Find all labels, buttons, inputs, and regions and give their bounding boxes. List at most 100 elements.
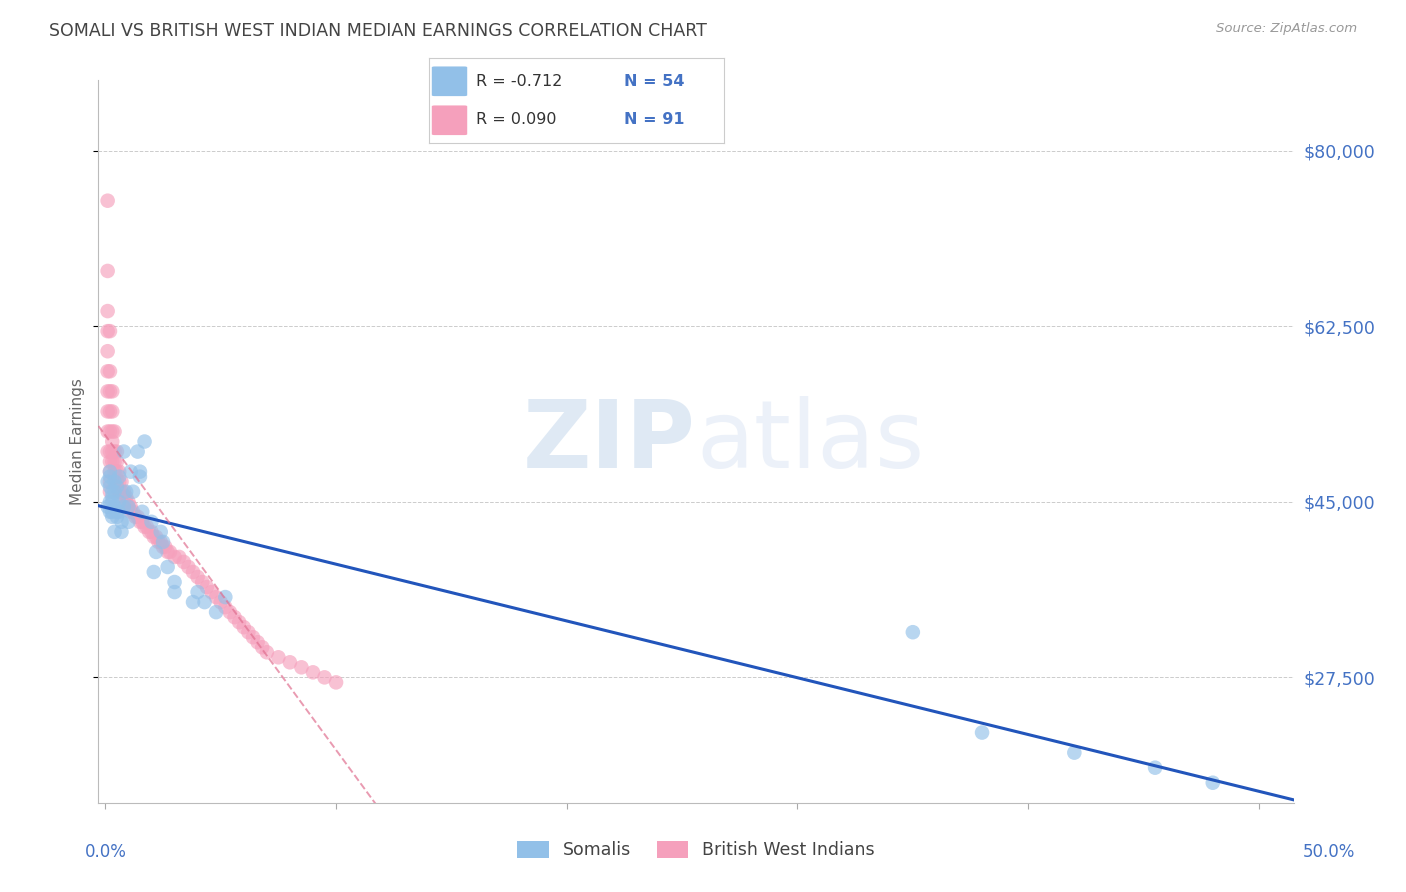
Point	[145, 545, 167, 559]
Point	[98, 444, 121, 458]
Point	[115, 490, 138, 504]
Point	[129, 469, 152, 483]
Point	[901, 625, 924, 640]
Point	[187, 570, 209, 584]
Point	[110, 484, 132, 499]
Point	[117, 515, 139, 529]
Point	[205, 605, 228, 619]
Point	[108, 484, 131, 499]
Point	[97, 384, 120, 399]
Point	[152, 540, 174, 554]
Point	[325, 675, 347, 690]
Point	[105, 509, 128, 524]
Point	[97, 304, 120, 318]
Point	[232, 620, 254, 634]
Point	[149, 524, 172, 539]
Point	[105, 454, 128, 469]
Point	[103, 454, 125, 469]
Point	[101, 444, 124, 458]
Text: atlas: atlas	[696, 395, 924, 488]
Point	[98, 465, 121, 479]
Point	[98, 469, 121, 483]
Point	[103, 484, 125, 499]
Point	[97, 364, 120, 378]
Point	[155, 540, 177, 554]
Point	[103, 425, 125, 439]
Point	[98, 384, 121, 399]
Point	[246, 635, 269, 649]
Point	[163, 549, 186, 564]
Point	[97, 475, 120, 489]
Point	[209, 595, 232, 609]
Point	[105, 465, 128, 479]
Text: 0.0%: 0.0%	[84, 843, 127, 861]
Text: N = 91: N = 91	[624, 112, 685, 128]
Text: R = 0.090: R = 0.090	[477, 112, 557, 128]
Text: SOMALI VS BRITISH WEST INDIAN MEDIAN EARNINGS CORRELATION CHART: SOMALI VS BRITISH WEST INDIAN MEDIAN EAR…	[49, 22, 707, 40]
Point	[120, 500, 142, 514]
Point	[101, 494, 124, 508]
Text: Source: ZipAtlas.com: Source: ZipAtlas.com	[1216, 22, 1357, 36]
Point	[1063, 746, 1085, 760]
Point	[98, 484, 121, 499]
Point	[167, 549, 190, 564]
Point	[110, 524, 132, 539]
Point	[101, 505, 124, 519]
Point	[97, 324, 120, 338]
Point	[131, 505, 153, 519]
Point	[127, 509, 149, 524]
Point	[97, 344, 120, 359]
Point	[103, 475, 125, 489]
Point	[97, 194, 120, 208]
Point	[120, 465, 142, 479]
Point	[117, 494, 139, 508]
Point	[173, 555, 195, 569]
Point	[110, 475, 132, 489]
Point	[105, 480, 128, 494]
Point	[127, 444, 149, 458]
Point	[110, 515, 132, 529]
Point	[970, 725, 993, 739]
Point	[108, 505, 131, 519]
Point	[177, 560, 200, 574]
Point	[97, 404, 120, 418]
Point	[141, 524, 163, 539]
Point	[1202, 776, 1225, 790]
Point	[98, 364, 121, 378]
Point	[278, 655, 301, 669]
Point	[191, 574, 214, 589]
Y-axis label: Median Earnings: Median Earnings	[70, 378, 86, 505]
Point	[163, 574, 186, 589]
Point	[134, 434, 156, 449]
Point	[97, 444, 120, 458]
Point	[267, 650, 290, 665]
Point	[101, 434, 124, 449]
Point	[98, 505, 121, 519]
Point	[205, 590, 228, 604]
Point	[103, 524, 125, 539]
Point	[101, 384, 124, 399]
Point	[105, 475, 128, 489]
Point	[214, 600, 236, 615]
Point	[98, 480, 121, 494]
Point	[193, 595, 215, 609]
Point	[135, 520, 157, 534]
Point	[129, 465, 152, 479]
Point	[145, 530, 167, 544]
Point	[98, 404, 121, 418]
Point	[101, 425, 124, 439]
Point	[112, 484, 135, 499]
Point	[290, 660, 312, 674]
Point	[124, 509, 146, 524]
Point	[108, 475, 131, 489]
Text: R = -0.712: R = -0.712	[477, 74, 562, 89]
Point	[138, 524, 160, 539]
Point	[242, 630, 264, 644]
Text: 50.0%: 50.0%	[1302, 843, 1355, 861]
Point	[117, 500, 139, 514]
Point	[122, 505, 145, 519]
Point	[181, 565, 204, 579]
Point	[108, 494, 131, 508]
Point	[120, 505, 142, 519]
Point	[131, 515, 153, 529]
